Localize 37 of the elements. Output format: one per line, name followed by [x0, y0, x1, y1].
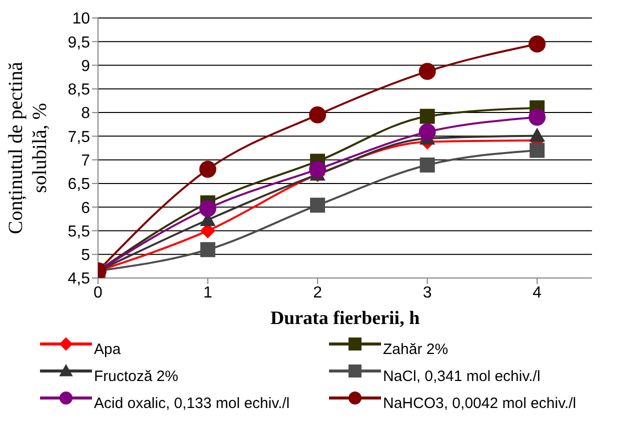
- legend-label: Acid oxalic, 0,133 mol echiv./l: [94, 395, 290, 412]
- y-tick-label: 8,5: [68, 82, 90, 99]
- point: [528, 108, 546, 126]
- point: [310, 198, 326, 213]
- point: [420, 158, 435, 173]
- y-tick-label: 9: [81, 58, 90, 75]
- point: [199, 160, 216, 178]
- x-tick-label: 1: [203, 284, 212, 302]
- y-axis-title: Conținutul de pectină solubilă, %: [5, 62, 51, 234]
- x-tick-label: 4: [532, 284, 542, 302]
- point: [309, 160, 326, 178]
- legend-label: Fructoză 2%: [94, 368, 178, 385]
- y-tick-label: 4,5: [68, 270, 90, 288]
- x-tick-label: 3: [422, 284, 432, 302]
- y-tick-label: 8: [81, 105, 90, 122]
- y-tick-label: 6: [81, 200, 90, 217]
- y-tick-label: 9,5: [68, 34, 90, 52]
- y-tick-label: 5: [81, 247, 90, 264]
- x-tick-label: 0: [94, 284, 103, 302]
- y-tick-label: 10: [72, 10, 90, 28]
- legend-label: NaCl, 0,341 mol echiv./l: [383, 368, 540, 385]
- point: [309, 106, 326, 124]
- legend-label: Zahăr 2%: [383, 341, 448, 358]
- y-tick-label: 7,5: [68, 128, 90, 146]
- point: [200, 242, 216, 258]
- legend-label: Apa: [94, 341, 121, 358]
- point: [420, 108, 435, 124]
- point: [528, 36, 546, 52]
- y-tick-label: 6,5: [68, 176, 90, 194]
- y-tick-label: 5,5: [68, 223, 90, 240]
- point: [418, 62, 436, 80]
- legend-label: NaHCO3, 0,0042 mol echiv./l: [383, 395, 576, 412]
- y-tick-label: 7: [81, 152, 90, 170]
- x-tick-label: 2: [313, 284, 322, 302]
- x-axis-title: Durata fierberii, h: [270, 308, 420, 329]
- point: [199, 200, 216, 218]
- point: [418, 123, 436, 140]
